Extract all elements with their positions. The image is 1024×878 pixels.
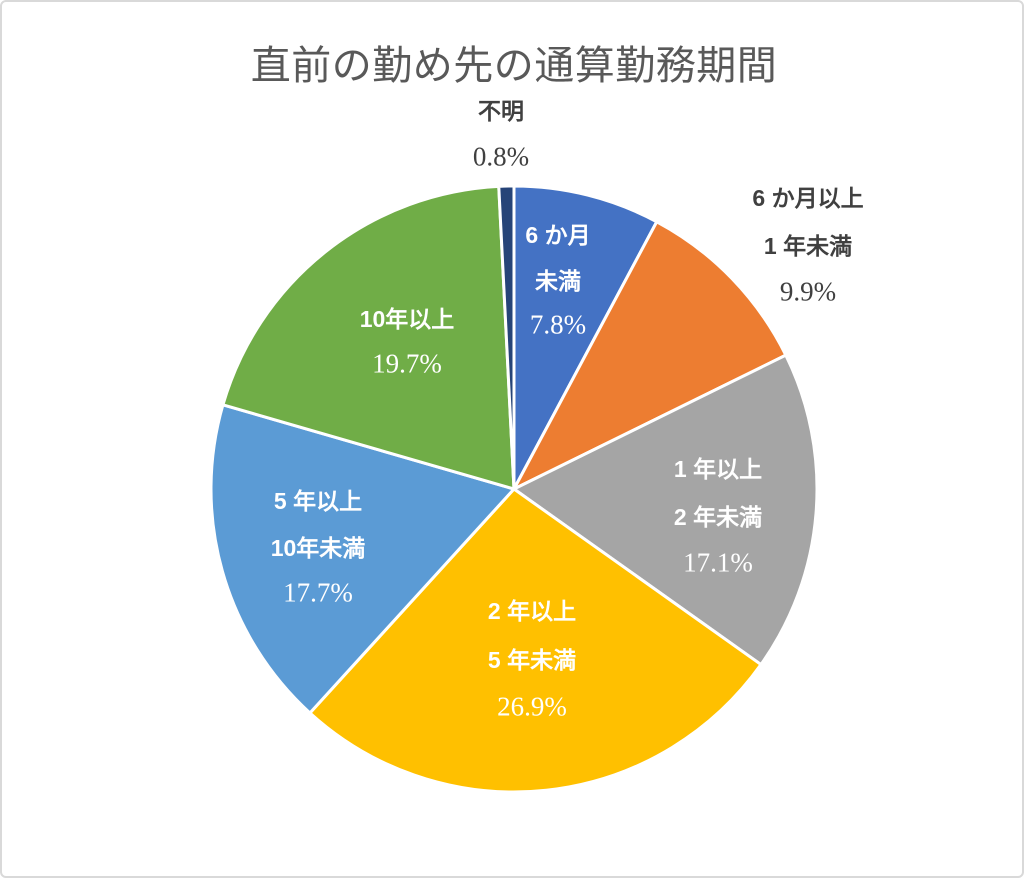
pie-slice-0 — [512, 184, 659, 491]
pie-slice-5 — [221, 184, 516, 491]
pie-slice-3 — [308, 487, 763, 794]
chart-title: 直前の勤め先の通算勤務期間 — [250, 44, 778, 88]
pie-slice-2 — [512, 353, 819, 667]
pie-slice-1 — [512, 220, 788, 491]
pie-slice-6 — [497, 184, 516, 491]
pie-slice-4 — [209, 403, 516, 715]
